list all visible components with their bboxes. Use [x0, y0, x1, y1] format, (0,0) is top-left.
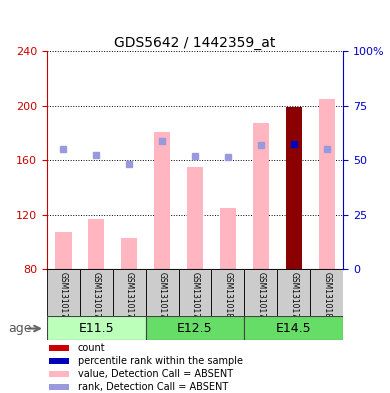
Bar — [253, 123, 269, 269]
Bar — [47, 316, 145, 340]
Text: E12.5: E12.5 — [177, 321, 213, 335]
Bar — [113, 269, 145, 316]
Text: E11.5: E11.5 — [78, 321, 114, 335]
Text: rank, Detection Call = ABSENT: rank, Detection Call = ABSENT — [78, 382, 228, 391]
Text: GSM1310174: GSM1310174 — [158, 272, 167, 323]
Bar — [121, 238, 137, 269]
Bar — [179, 269, 211, 316]
Text: age: age — [8, 322, 31, 336]
Bar — [49, 371, 69, 377]
Title: GDS5642 / 1442359_at: GDS5642 / 1442359_at — [114, 36, 276, 50]
Bar — [49, 358, 69, 364]
Bar — [319, 99, 335, 269]
Text: count: count — [78, 343, 105, 353]
Text: GSM1310176: GSM1310176 — [92, 272, 101, 323]
Bar — [187, 167, 203, 269]
Bar — [285, 107, 302, 269]
Text: GSM1310175: GSM1310175 — [256, 272, 265, 323]
Bar — [49, 345, 69, 351]
Bar — [211, 269, 245, 316]
Bar — [310, 269, 343, 316]
Bar — [277, 269, 310, 316]
Bar — [49, 384, 69, 390]
Bar — [55, 232, 71, 269]
Bar — [245, 269, 277, 316]
Text: GSM1310177: GSM1310177 — [190, 272, 200, 323]
Bar — [245, 316, 343, 340]
Text: GSM1310173: GSM1310173 — [59, 272, 68, 323]
Text: percentile rank within the sample: percentile rank within the sample — [78, 356, 243, 366]
Bar — [80, 269, 113, 316]
Bar — [145, 316, 245, 340]
Bar — [154, 132, 170, 269]
Bar — [47, 269, 80, 316]
Text: value, Detection Call = ABSENT: value, Detection Call = ABSENT — [78, 369, 233, 379]
Text: GSM1310178: GSM1310178 — [289, 272, 298, 323]
Bar — [145, 269, 179, 316]
Bar — [88, 219, 105, 269]
Text: E14.5: E14.5 — [276, 321, 312, 335]
Text: GSM1310181: GSM1310181 — [322, 272, 331, 323]
Text: GSM1310179: GSM1310179 — [125, 272, 134, 323]
Bar — [220, 208, 236, 269]
Text: GSM1310180: GSM1310180 — [223, 272, 232, 323]
